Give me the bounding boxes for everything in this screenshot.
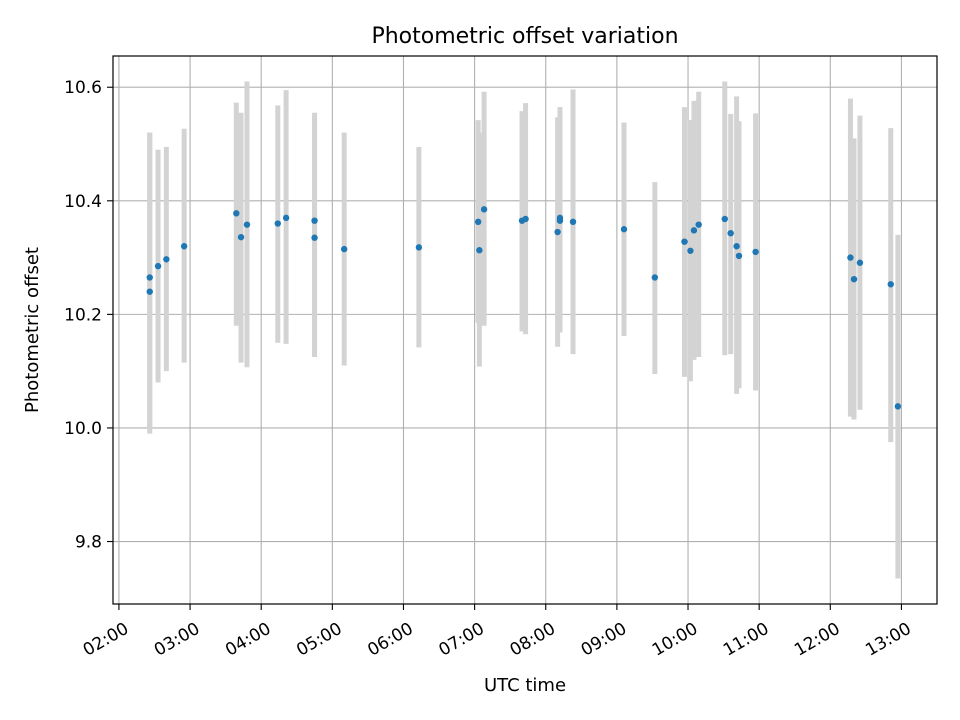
data-point <box>154 262 162 270</box>
y-tick-label: 10.6 <box>64 78 102 98</box>
data-point <box>476 247 483 254</box>
data-point <box>569 218 577 226</box>
data-point <box>480 206 488 213</box>
data-point <box>735 252 743 260</box>
chart-title: Photometric offset variation <box>371 24 678 49</box>
y-tick-label: 10.4 <box>64 192 102 212</box>
data-point <box>687 247 694 254</box>
data-point <box>522 215 529 223</box>
x-tick-label: 09:00 <box>578 619 630 661</box>
y-tick-label: 10.2 <box>64 305 102 325</box>
data-point <box>733 243 740 250</box>
data-point <box>311 217 318 224</box>
data-point <box>651 274 659 281</box>
x-tick-label: 13:00 <box>862 619 914 661</box>
plot-frame <box>112 55 938 605</box>
x-tick-label: 02:00 <box>80 619 132 661</box>
data-point <box>274 220 281 227</box>
data-point <box>474 218 482 226</box>
x-axis-ticks: 02:00 03:00 04:00 05:00 06:00 07:00 08:00 09:00… <box>80 604 915 661</box>
y-tick-label: 9.8 <box>75 533 102 553</box>
data-point <box>721 215 728 223</box>
data-point <box>163 256 170 263</box>
x-tick-label: 11:00 <box>720 619 772 661</box>
data-point <box>856 259 864 266</box>
data-point <box>556 217 564 224</box>
x-tick-label: 08:00 <box>507 619 559 661</box>
data-point <box>894 403 902 410</box>
x-axis-label: UTC time <box>484 675 566 696</box>
data-point <box>554 228 561 236</box>
x-tick-label: 03:00 <box>151 619 203 661</box>
data-point <box>681 238 688 245</box>
data-point <box>850 275 858 283</box>
x-tick-label: 05:00 <box>293 619 345 661</box>
data-point <box>887 281 894 288</box>
y-tick-label: 10.0 <box>64 419 102 439</box>
x-tick-label: 07:00 <box>435 619 487 661</box>
data-point <box>233 210 240 217</box>
data-point <box>415 244 423 251</box>
data-point <box>340 245 348 253</box>
data-point <box>690 227 698 234</box>
data-point <box>847 254 854 261</box>
data-point <box>243 221 251 228</box>
data-point <box>282 214 290 222</box>
x-tick-label: 12:00 <box>791 619 843 661</box>
data-point <box>752 248 759 256</box>
y-axis-ticks: 9.8 10.0 10.2 10.4 10.6 <box>64 78 113 553</box>
data-points <box>146 206 902 410</box>
x-tick-label: 10:00 <box>649 619 701 661</box>
data-point <box>695 221 702 228</box>
data-point <box>146 274 153 281</box>
data-point <box>620 226 628 233</box>
data-point <box>237 233 245 241</box>
x-tick-label: 06:00 <box>364 619 416 661</box>
data-point <box>311 234 318 241</box>
data-point <box>727 229 734 237</box>
y-axis-label: Photometric offset <box>22 247 43 413</box>
data-point <box>180 243 188 250</box>
data-point <box>146 288 153 295</box>
x-tick-label: 04:00 <box>222 619 274 661</box>
